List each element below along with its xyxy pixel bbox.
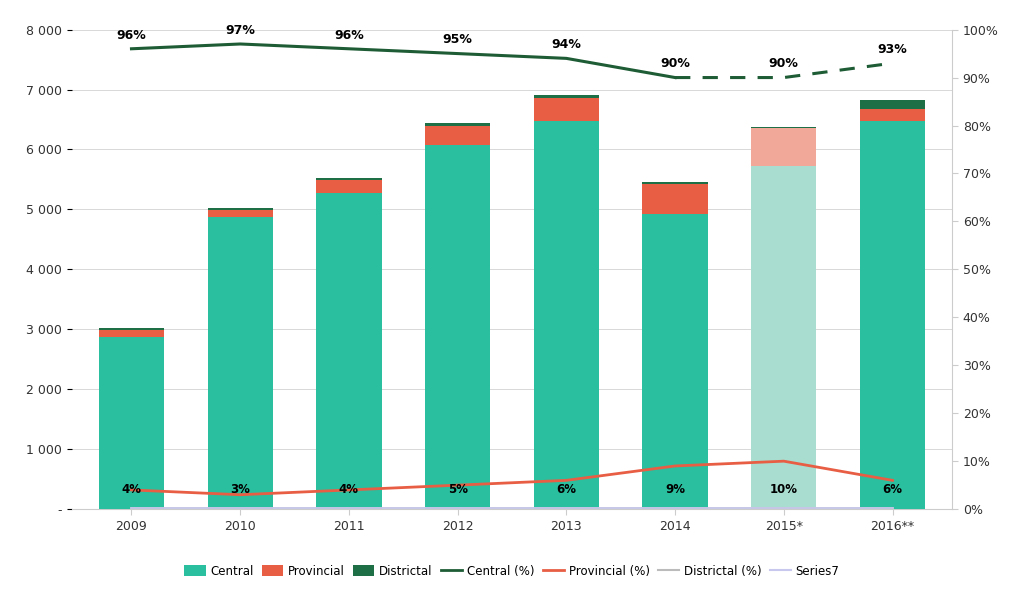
Bar: [208, 210, 272, 217]
Bar: [99, 329, 164, 330]
Bar: [316, 178, 382, 180]
Bar: [860, 121, 925, 509]
Bar: [208, 217, 272, 509]
Bar: [425, 123, 490, 126]
Bar: [752, 127, 816, 128]
Text: 5%: 5%: [447, 483, 468, 496]
Text: 96%: 96%: [117, 28, 146, 41]
Bar: [860, 100, 925, 110]
Bar: [208, 208, 272, 210]
Bar: [642, 214, 708, 509]
Text: 95%: 95%: [442, 33, 473, 46]
Bar: [752, 166, 816, 509]
Bar: [99, 337, 164, 509]
Bar: [425, 144, 490, 509]
Text: 93%: 93%: [878, 43, 907, 56]
Bar: [316, 193, 382, 509]
Text: 96%: 96%: [334, 28, 364, 41]
Bar: [534, 98, 599, 121]
Text: 9%: 9%: [665, 483, 685, 496]
Bar: [642, 184, 708, 214]
Bar: [860, 110, 925, 121]
Text: 97%: 97%: [225, 24, 255, 37]
Text: 4%: 4%: [339, 483, 359, 496]
Bar: [534, 95, 599, 98]
Bar: [752, 128, 816, 166]
Bar: [425, 126, 490, 144]
Text: 10%: 10%: [770, 483, 798, 496]
Text: 94%: 94%: [551, 38, 582, 51]
Text: 3%: 3%: [230, 483, 250, 496]
Text: 6%: 6%: [556, 483, 577, 496]
Legend: Central, Provincial, Districtal, Central (%), Provincial (%), Districtal (%), Se: Central, Provincial, Districtal, Central…: [179, 560, 845, 583]
Bar: [316, 180, 382, 193]
Bar: [642, 182, 708, 184]
Bar: [534, 121, 599, 509]
Text: 6%: 6%: [883, 483, 902, 496]
Text: 4%: 4%: [122, 483, 141, 496]
Bar: [99, 330, 164, 337]
Text: 90%: 90%: [660, 57, 690, 70]
Text: 90%: 90%: [769, 57, 799, 70]
